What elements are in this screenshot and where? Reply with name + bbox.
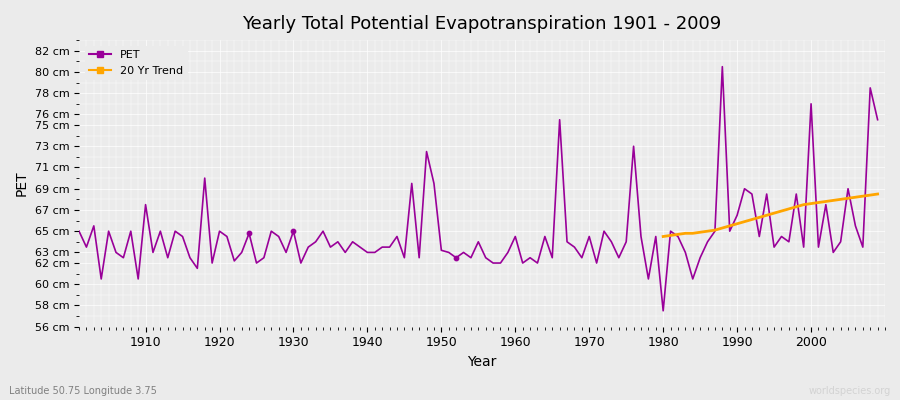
Point xyxy=(449,254,464,261)
Point xyxy=(242,230,256,236)
Text: worldspecies.org: worldspecies.org xyxy=(809,386,891,396)
Y-axis label: PET: PET xyxy=(15,171,29,196)
Legend: PET, 20 Yr Trend: PET, 20 Yr Trend xyxy=(85,46,188,80)
Title: Yearly Total Potential Evapotranspiration 1901 - 2009: Yearly Total Potential Evapotranspiratio… xyxy=(242,15,722,33)
Text: Latitude 50.75 Longitude 3.75: Latitude 50.75 Longitude 3.75 xyxy=(9,386,157,396)
Point xyxy=(286,228,301,234)
X-axis label: Year: Year xyxy=(467,355,497,369)
